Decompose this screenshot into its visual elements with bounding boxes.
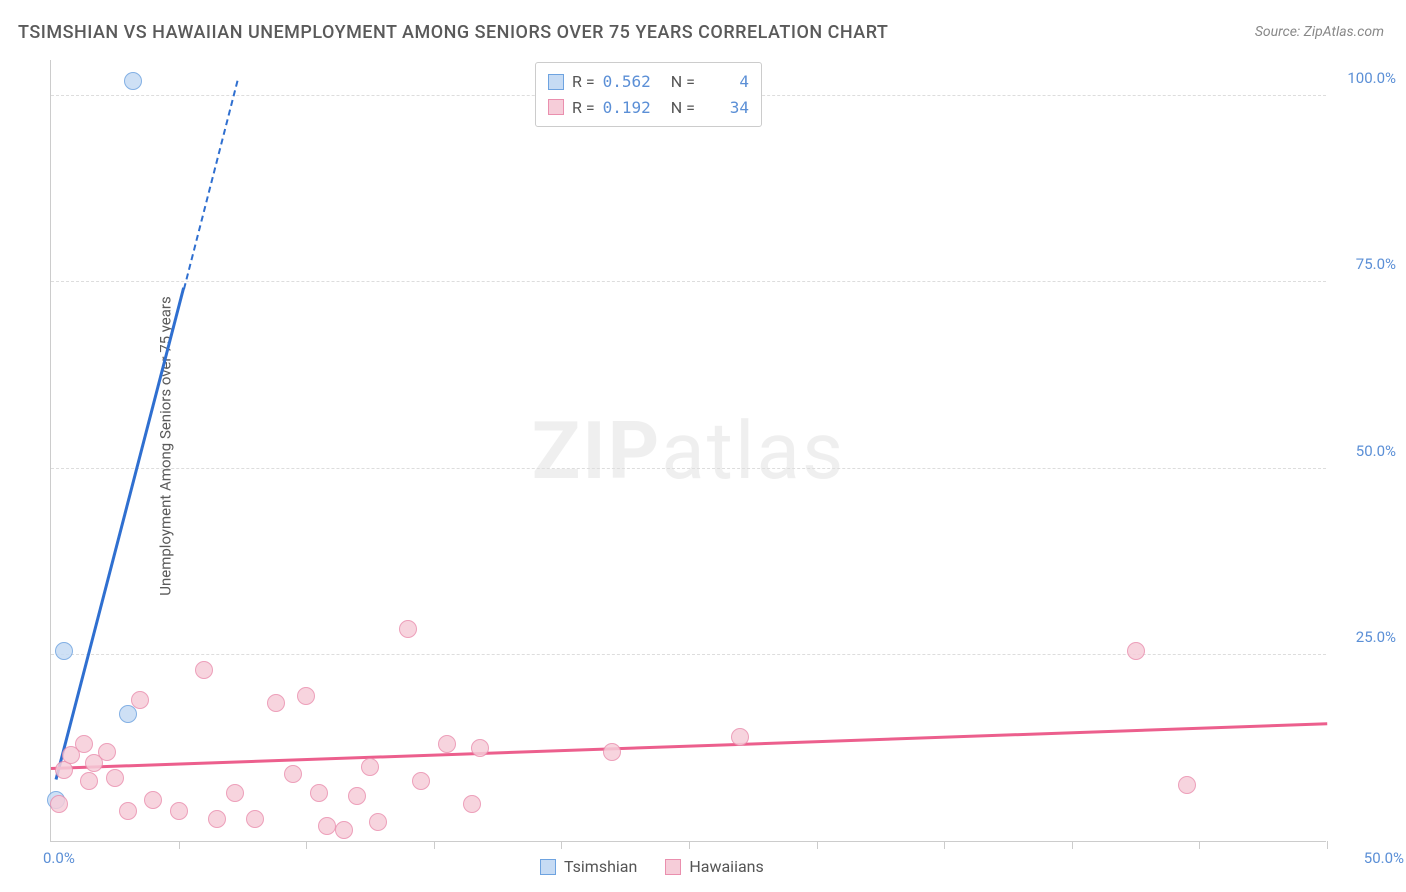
x-tick	[561, 841, 562, 849]
x-axis-max-label: 50.0%	[1364, 849, 1404, 867]
x-tick	[944, 841, 945, 849]
y-tick-label: 25.0%	[1356, 628, 1396, 646]
data-point	[75, 735, 93, 753]
data-point	[369, 813, 387, 831]
data-point	[98, 743, 116, 761]
trend-line-tsimshian	[55, 288, 186, 780]
y-tick-label: 50.0%	[1356, 442, 1396, 460]
data-point	[208, 810, 226, 828]
legend-r-label: R =	[572, 95, 595, 121]
legend-swatch-icon	[548, 99, 564, 115]
legend-label: Hawaiians	[689, 857, 763, 876]
x-tick	[434, 841, 435, 849]
data-point	[603, 743, 621, 761]
correlation-legend: R = 0.562 N = 4 R = 0.192 N = 34	[535, 62, 762, 127]
legend-r-value: 0.562	[603, 69, 651, 95]
legend-label: Tsimshian	[564, 857, 637, 876]
data-point	[124, 72, 142, 90]
legend-n-label: N =	[671, 95, 695, 121]
data-point	[119, 705, 137, 723]
data-point	[731, 728, 749, 746]
data-point	[55, 642, 73, 660]
x-tick	[1072, 841, 1073, 849]
data-point	[463, 795, 481, 813]
x-axis-min-label: 0.0%	[43, 849, 75, 867]
data-point	[438, 735, 456, 753]
data-point	[297, 687, 315, 705]
data-point	[131, 691, 149, 709]
data-point	[106, 769, 124, 787]
legend-r-label: R =	[572, 69, 595, 95]
x-tick	[817, 841, 818, 849]
legend-row: R = 0.562 N = 4	[548, 69, 749, 95]
data-point	[267, 694, 285, 712]
data-point	[195, 661, 213, 679]
watermark: ZIPatlas	[532, 404, 845, 498]
data-point	[335, 821, 353, 839]
legend-row: R = 0.192 N = 34	[548, 95, 749, 121]
chart-title: TSIMSHIAN VS HAWAIIAN UNEMPLOYMENT AMONG…	[18, 22, 888, 43]
legend-swatch-icon	[665, 859, 681, 875]
source-attribution: Source: ZipAtlas.com	[1255, 24, 1384, 40]
legend-item: Hawaiians	[665, 857, 763, 876]
data-point	[170, 802, 188, 820]
data-point	[226, 784, 244, 802]
legend-swatch-icon	[548, 74, 564, 90]
y-tick-label: 75.0%	[1356, 255, 1396, 273]
y-tick-label: 100.0%	[1347, 69, 1396, 87]
trend-dash-tsimshian	[183, 80, 239, 289]
series-legend: Tsimshian Hawaiians	[540, 857, 764, 876]
gridline	[51, 281, 1326, 282]
data-point	[50, 795, 68, 813]
legend-n-value: 34	[703, 95, 749, 121]
data-point	[348, 787, 366, 805]
data-point	[361, 758, 379, 776]
data-point	[284, 765, 302, 783]
x-tick	[689, 841, 690, 849]
data-point	[246, 810, 264, 828]
legend-swatch-icon	[540, 859, 556, 875]
legend-r-value: 0.192	[603, 95, 651, 121]
legend-n-value: 4	[703, 69, 749, 95]
data-point	[1178, 776, 1196, 794]
legend-n-label: N =	[671, 69, 695, 95]
x-tick	[1199, 841, 1200, 849]
trend-line-hawaiians	[51, 723, 1327, 771]
data-point	[318, 817, 336, 835]
x-tick	[179, 841, 180, 849]
data-point	[1127, 642, 1145, 660]
plot-area: ZIPatlas 0.0% 50.0% 25.0%50.0%75.0%100.0…	[50, 60, 1326, 842]
data-point	[119, 802, 137, 820]
data-point	[310, 784, 328, 802]
x-tick	[1327, 841, 1328, 849]
data-point	[412, 772, 430, 790]
data-point	[399, 620, 417, 638]
legend-item: Tsimshian	[540, 857, 637, 876]
chart-container: TSIMSHIAN VS HAWAIIAN UNEMPLOYMENT AMONG…	[0, 0, 1406, 892]
x-tick	[306, 841, 307, 849]
gridline	[51, 468, 1326, 469]
data-point	[144, 791, 162, 809]
data-point	[471, 739, 489, 757]
data-point	[80, 772, 98, 790]
